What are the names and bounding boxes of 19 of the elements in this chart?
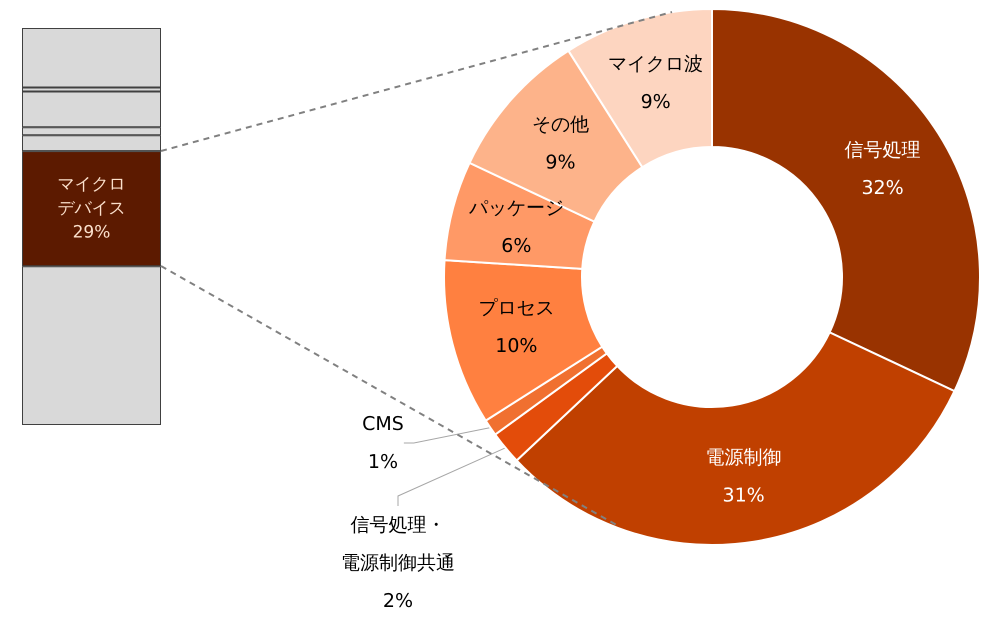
data-label: 6% [501, 234, 532, 257]
data-label: 2% [382, 590, 414, 612]
series-label: マイクロデバイス [58, 174, 126, 219]
data-label: 29% [72, 222, 110, 243]
slice-label: プロセス [478, 297, 554, 320]
data-label: 32% [861, 176, 904, 199]
data-label: 10% [495, 335, 538, 358]
slice-label: その他 [532, 113, 589, 136]
slice-label: マイクロ波 [608, 53, 704, 76]
slice-label: CMS [362, 413, 404, 435]
slice-label: パッケージ [468, 196, 564, 219]
data-label: 1% [368, 451, 398, 473]
slice-label: 信号処理 [844, 138, 921, 161]
bar [22, 28, 161, 88]
slice-label: 電源制御 [706, 446, 782, 469]
slice-label: 信号処理・電源制御共通 [341, 514, 455, 574]
data-label: 9% [545, 151, 576, 174]
data-label: 31% [722, 484, 765, 507]
data-label: 9% [640, 91, 671, 114]
